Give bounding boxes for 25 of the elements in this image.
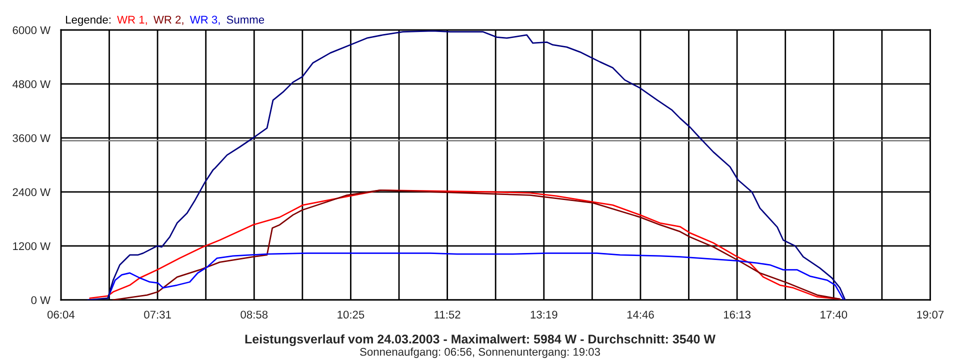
x-tick-label: 19:07	[917, 310, 944, 319]
line-series	[87, 30, 846, 300]
text: WR 1,	[117, 16, 147, 25]
x-tick-label: 11:52	[434, 310, 460, 319]
x-tick-label: 16:13	[724, 310, 750, 319]
x-tick-label: 14:46	[627, 310, 654, 319]
text: Summe	[226, 16, 264, 24]
y-tick-label: 3600 W	[12, 134, 51, 142]
x-tick-label: 07:31	[144, 310, 171, 319]
x-tick-label: 10:25	[338, 310, 364, 319]
text: WR 3,	[190, 16, 220, 25]
x-tick-label: 06:04	[47, 310, 75, 319]
x-tick-label: 08:58	[240, 310, 268, 319]
y-tick-label: 2400 W	[12, 188, 51, 196]
x-tick-label: 17:40	[820, 310, 848, 319]
text: Sonnenaufgang: 06:56, Sonnenuntergang: 19:03	[360, 348, 600, 358]
y-tick-label: 1200 W	[13, 242, 51, 250]
y-tick-label: 6000 W	[12, 26, 51, 34]
x-tick-label: 13:19	[530, 310, 558, 319]
text: WR 2,	[153, 16, 184, 25]
text: Leistungsverlauf vom 24.03.2003 - Maximalwert: 5984 W - Durchschnitt: 3540 W	[245, 334, 716, 346]
y-tick-label: 4800 W	[12, 80, 51, 88]
line-series	[107, 252, 844, 300]
y-tick-label: 0 W	[31, 296, 51, 304]
legend-title: Legende:	[66, 15, 110, 26]
